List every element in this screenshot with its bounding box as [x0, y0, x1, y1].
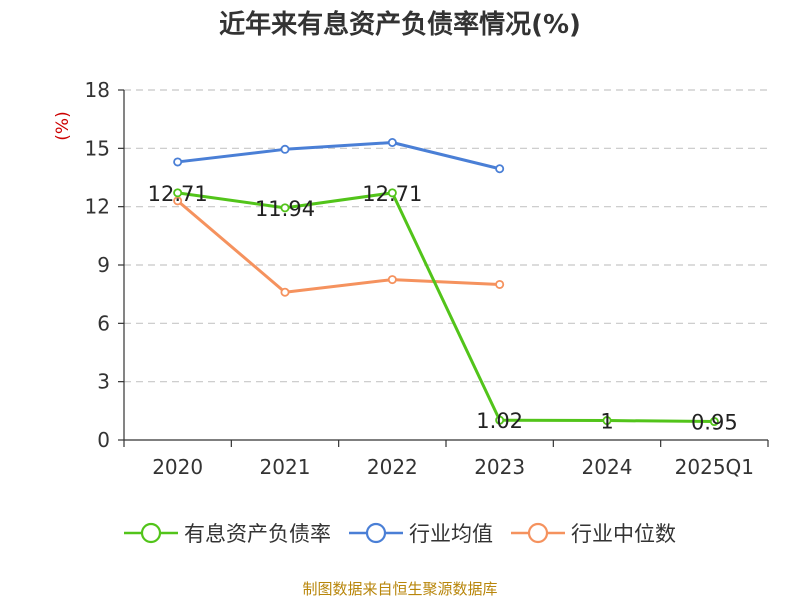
data-point [173, 188, 183, 198]
y-tick-label: 0 [97, 428, 110, 452]
chart-title: 近年来有息资产负债率情况(%) [219, 10, 581, 40]
y-tick-label: 9 [97, 253, 110, 277]
data-point [495, 164, 505, 174]
x-tick-label: 2022 [367, 455, 418, 479]
y-tick-label: 3 [97, 370, 110, 394]
y-tick-label: 12 [85, 195, 110, 219]
x-tick-label: 2020 [152, 455, 203, 479]
legend-label: 行业均值 [409, 522, 493, 546]
series-line-1 [177, 141, 501, 171]
x-tick-label: 2021 [260, 455, 311, 479]
y-tick-label: 6 [97, 311, 110, 335]
data-label: 11.94 [255, 197, 315, 221]
data-point [387, 137, 397, 147]
legend-swatch [349, 522, 403, 544]
x-tick-label: 2025Q1 [675, 455, 754, 479]
data-point [709, 417, 719, 427]
legend-item: 有息资产负债率 [124, 518, 331, 548]
legend-swatch [511, 522, 565, 544]
series-line-0 [177, 191, 715, 424]
data-point [387, 188, 397, 198]
axes [118, 89, 769, 447]
data-point [280, 203, 290, 213]
data-point [280, 144, 290, 154]
legend: 有息资产负债率 行业均值 行业中位数 [0, 518, 800, 548]
y-tick-label: 18 [85, 78, 110, 102]
data-label: 0.95 [691, 411, 738, 435]
legend-swatch [124, 522, 178, 544]
x-tick-label: 2024 [582, 455, 633, 479]
x-tick-label: 2023 [474, 455, 525, 479]
data-label: 12.71 [362, 182, 422, 206]
tick-labels: 0 3 6 9 12 15 18 2020 2021 2022 2023 2024 2025Q1 [85, 78, 754, 479]
data-label: 12.71 [148, 182, 208, 206]
source-note: 制图数据来自恒生聚源数据库 [302, 580, 498, 598]
series-line-2 [176, 199, 500, 294]
data-point [387, 275, 397, 285]
data-labels: 12.71 11.94 12.71 1.02 1 0.95 [148, 182, 738, 435]
line-chart: 0 3 6 9 12 15 18 2020 2021 2022 2023 2024 2025Q1 12.… [53, 78, 769, 479]
legend-item: 行业均值 [349, 518, 493, 548]
data-label: 1.02 [476, 409, 523, 433]
y-tick-label: 15 [85, 136, 110, 160]
series-lines [173, 137, 719, 427]
data-point [602, 416, 612, 426]
data-point [495, 279, 505, 289]
data-point [173, 157, 183, 167]
data-point [495, 415, 505, 425]
data-point [280, 287, 290, 297]
legend-label: 行业中位数 [571, 522, 676, 546]
y-axis-label: (%) [53, 111, 73, 140]
data-label: 1 [600, 410, 613, 434]
legend-label: 有息资产负债率 [184, 522, 331, 546]
legend-item: 行业中位数 [511, 518, 676, 548]
